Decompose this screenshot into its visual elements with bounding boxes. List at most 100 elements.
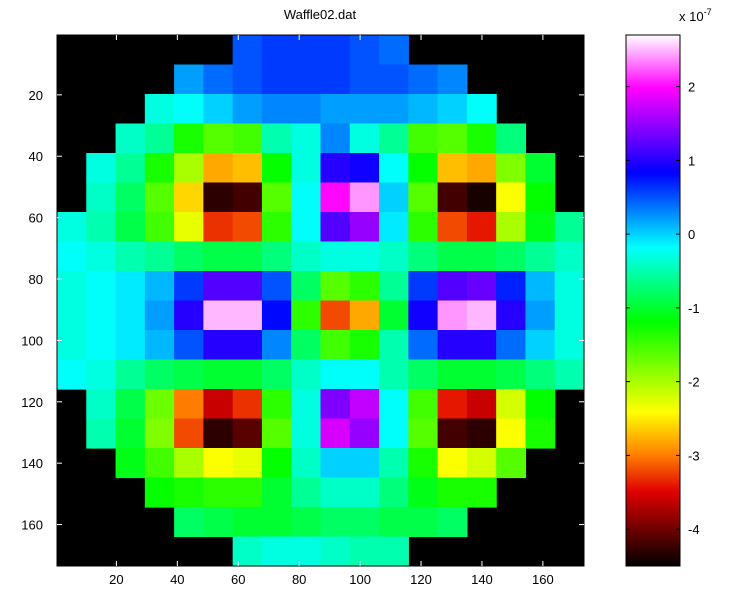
heatmap-cell	[261, 64, 292, 95]
heatmap-cell	[320, 94, 351, 125]
heatmap-cell	[379, 35, 409, 66]
heatmap-cell	[232, 506, 263, 538]
heatmap-cell	[261, 536, 292, 567]
x-tick-label: 80	[292, 572, 306, 587]
heatmap-cell	[232, 35, 263, 66]
heatmap-cell	[232, 389, 263, 420]
heatmap-cell	[144, 123, 175, 154]
heatmap-cell	[144, 447, 175, 479]
heatmap-cell	[174, 447, 204, 479]
heatmap-cell	[203, 418, 234, 449]
heatmap-cell	[174, 330, 204, 361]
heatmap-cell	[115, 447, 146, 479]
heatmap-cell	[320, 536, 351, 567]
heatmap-cell	[86, 211, 117, 243]
heatmap-cell	[115, 241, 146, 272]
heatmap-cell	[349, 359, 380, 390]
heatmap-cell	[349, 123, 380, 154]
colorbar-tick-label: 2	[688, 80, 695, 95]
heatmap-cell	[437, 300, 468, 331]
heatmap-cell	[232, 447, 263, 479]
heatmap-cell	[408, 270, 439, 302]
heatmap-cell	[144, 389, 175, 420]
multiplier-exponent: -7	[704, 7, 712, 17]
heatmap-cell	[232, 300, 263, 331]
heatmap-cell	[291, 153, 322, 184]
heatmap-cell	[525, 211, 556, 243]
heatmap-cell	[57, 300, 87, 331]
heatmap-cell	[291, 447, 322, 479]
heatmap-cell	[466, 389, 497, 420]
heatmap-cell	[437, 330, 468, 361]
heatmap-cell	[174, 241, 204, 272]
heatmap-cell	[174, 300, 204, 331]
x-tick-label: 120	[410, 572, 432, 587]
heatmap-cell	[232, 270, 263, 302]
heatmap-cell	[57, 211, 87, 243]
heatmap-cell	[203, 477, 234, 508]
heatmap-cell	[525, 330, 556, 361]
heatmap-cell	[203, 330, 234, 361]
heatmap-cell	[291, 389, 322, 420]
heatmap-cell	[57, 241, 87, 272]
heatmap-cell	[320, 211, 351, 243]
heatmap-cell	[379, 359, 409, 390]
heatmap-cell	[86, 241, 117, 272]
colorbar-multiplier: x 10-7	[679, 7, 712, 24]
heatmap-cell	[144, 418, 175, 449]
heatmap-cell	[320, 330, 351, 361]
x-tick-label: 20	[109, 572, 123, 587]
heatmap-cell	[554, 211, 585, 243]
heatmap-cell	[261, 389, 292, 420]
heatmap-cell	[291, 359, 322, 390]
heatmap-cell	[232, 153, 263, 184]
heatmap-cell	[379, 477, 409, 508]
heatmap-cell	[525, 182, 556, 213]
heatmap-cell	[379, 506, 409, 538]
heatmap-cell	[437, 447, 468, 479]
heatmap-cell	[261, 153, 292, 184]
heatmap-cell	[232, 94, 263, 125]
heatmap-cell	[174, 477, 204, 508]
heatmap-cell	[408, 389, 439, 420]
heatmap-cell	[232, 418, 263, 449]
heatmap-cell	[115, 389, 146, 420]
heatmap-cell	[379, 64, 409, 95]
heatmap-cell	[174, 211, 204, 243]
heatmap-cell	[408, 241, 439, 272]
heatmap-cell	[203, 506, 234, 538]
heatmap-cell	[525, 270, 556, 302]
heatmap-cell	[349, 536, 380, 567]
heatmap-cell	[232, 536, 263, 567]
heatmap-cell	[349, 418, 380, 449]
heatmap-cell	[291, 35, 322, 66]
heatmap-cell	[320, 270, 351, 302]
colorbar	[625, 34, 681, 567]
heatmap-cell	[232, 241, 263, 272]
heatmap-cell	[144, 359, 175, 390]
heatmap-cell	[115, 211, 146, 243]
heatmap-cell	[349, 182, 380, 213]
heatmap-cell	[232, 330, 263, 361]
heatmap-cell	[408, 182, 439, 213]
heatmap-cell	[144, 182, 175, 213]
heatmap-cell	[57, 270, 87, 302]
heatmap-cell	[320, 35, 351, 66]
heatmap-cell	[203, 123, 234, 154]
heatmap-cell	[349, 477, 380, 508]
heatmap-cell	[144, 477, 175, 508]
heatmap-cell	[525, 241, 556, 272]
heatmap-cell	[554, 270, 585, 302]
heatmap-cell	[525, 153, 556, 184]
heatmap-cell	[349, 270, 380, 302]
y-tick-label: 20	[29, 88, 43, 103]
heatmap-cell	[379, 536, 409, 567]
colorbar-tick-label: -2	[688, 375, 700, 390]
heatmap-cell	[496, 182, 527, 213]
heatmap-cell	[261, 94, 292, 125]
heatmap-cell	[261, 270, 292, 302]
heatmap-cell	[349, 64, 380, 95]
heatmap-cell	[320, 182, 351, 213]
heatmap-cell	[320, 153, 351, 184]
heatmap-cell	[437, 123, 468, 154]
